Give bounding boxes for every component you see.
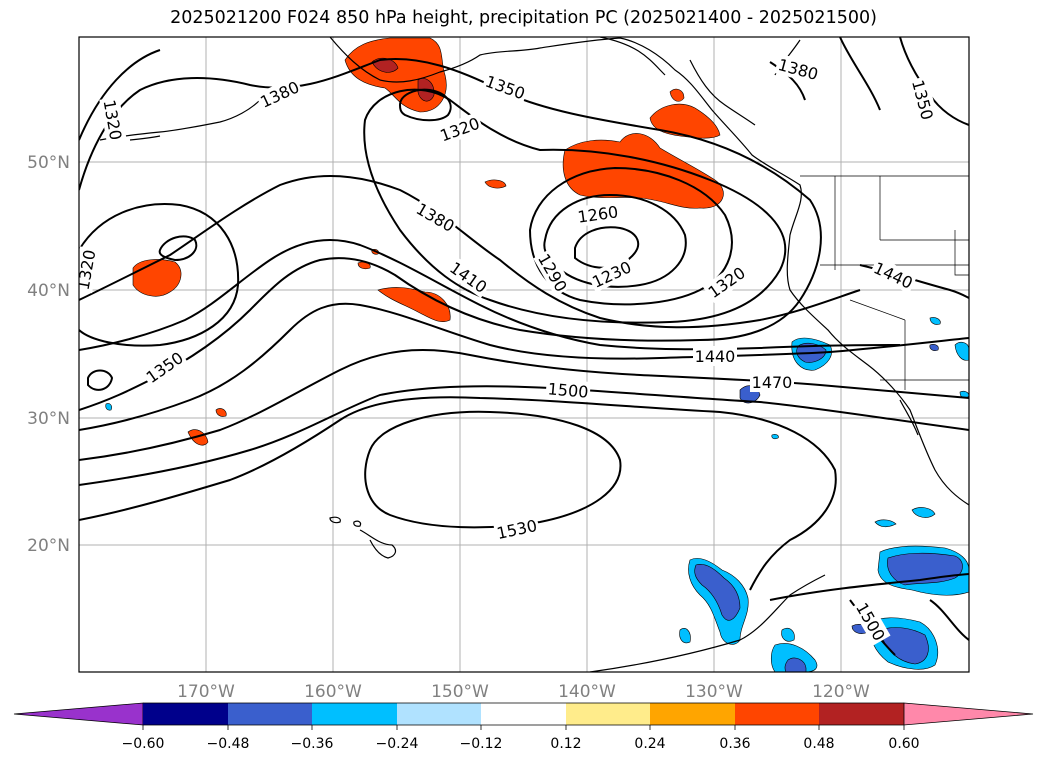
colorbar-tick-label: −0.60: [122, 736, 165, 752]
lat-label: 40°N: [27, 281, 70, 301]
map-title: 2025021200 F024 850 hPa height, precipit…: [170, 8, 877, 28]
colorbar-tick-label: −0.24: [376, 736, 419, 752]
map-area: [79, 37, 969, 672]
colorbar-tick-label: −0.48: [207, 736, 250, 752]
contour-label: 1500: [547, 379, 589, 401]
colorbar: −0.60 −0.48 −0.36 −0.24 −0.12 0.12 0.24 …: [13, 702, 1034, 752]
colorbar-swatch: [312, 703, 397, 725]
height-contours: [79, 37, 969, 656]
lon-label: 130°W: [685, 682, 743, 702]
colorbar-extend-min: [13, 702, 144, 726]
contour-label: 1470: [752, 373, 793, 392]
colorbar-swatch: [481, 703, 566, 725]
lon-label: 140°W: [558, 682, 616, 702]
precip-positive: [132, 37, 724, 446]
contour-label: 1440: [695, 347, 736, 366]
colorbar-tick-label: −0.12: [460, 736, 503, 752]
colorbar-extend-max: [903, 702, 1034, 726]
lon-label: 160°W: [304, 682, 362, 702]
lon-label: 120°W: [812, 682, 870, 702]
colorbar-tick-label: 0.24: [634, 736, 665, 752]
lon-label: 150°W: [431, 682, 489, 702]
precip-negative: [105, 317, 969, 672]
colorbar-swatch: [650, 703, 735, 725]
colorbar-swatch: [819, 703, 904, 725]
lon-label: 170°W: [177, 682, 235, 702]
colorbar-swatch: [397, 703, 481, 725]
colorbar-tick-label: −0.36: [291, 736, 334, 752]
colorbar-swatch: [566, 703, 650, 725]
colorbar-swatch: [228, 703, 312, 725]
colorbar-swatch: [735, 703, 819, 725]
lat-label: 30°N: [27, 409, 70, 429]
colorbar-tick-label: 0.36: [719, 736, 750, 752]
colorbar-tick-label: 0.12: [550, 736, 581, 752]
colorbar-tick-label: 0.48: [803, 736, 834, 752]
lat-label: 20°N: [27, 536, 70, 556]
lat-label: 50°N: [27, 153, 70, 173]
colorbar-swatch: [143, 703, 228, 725]
colorbar-tick-label: 0.60: [888, 736, 919, 752]
map-frame: [78, 36, 970, 673]
